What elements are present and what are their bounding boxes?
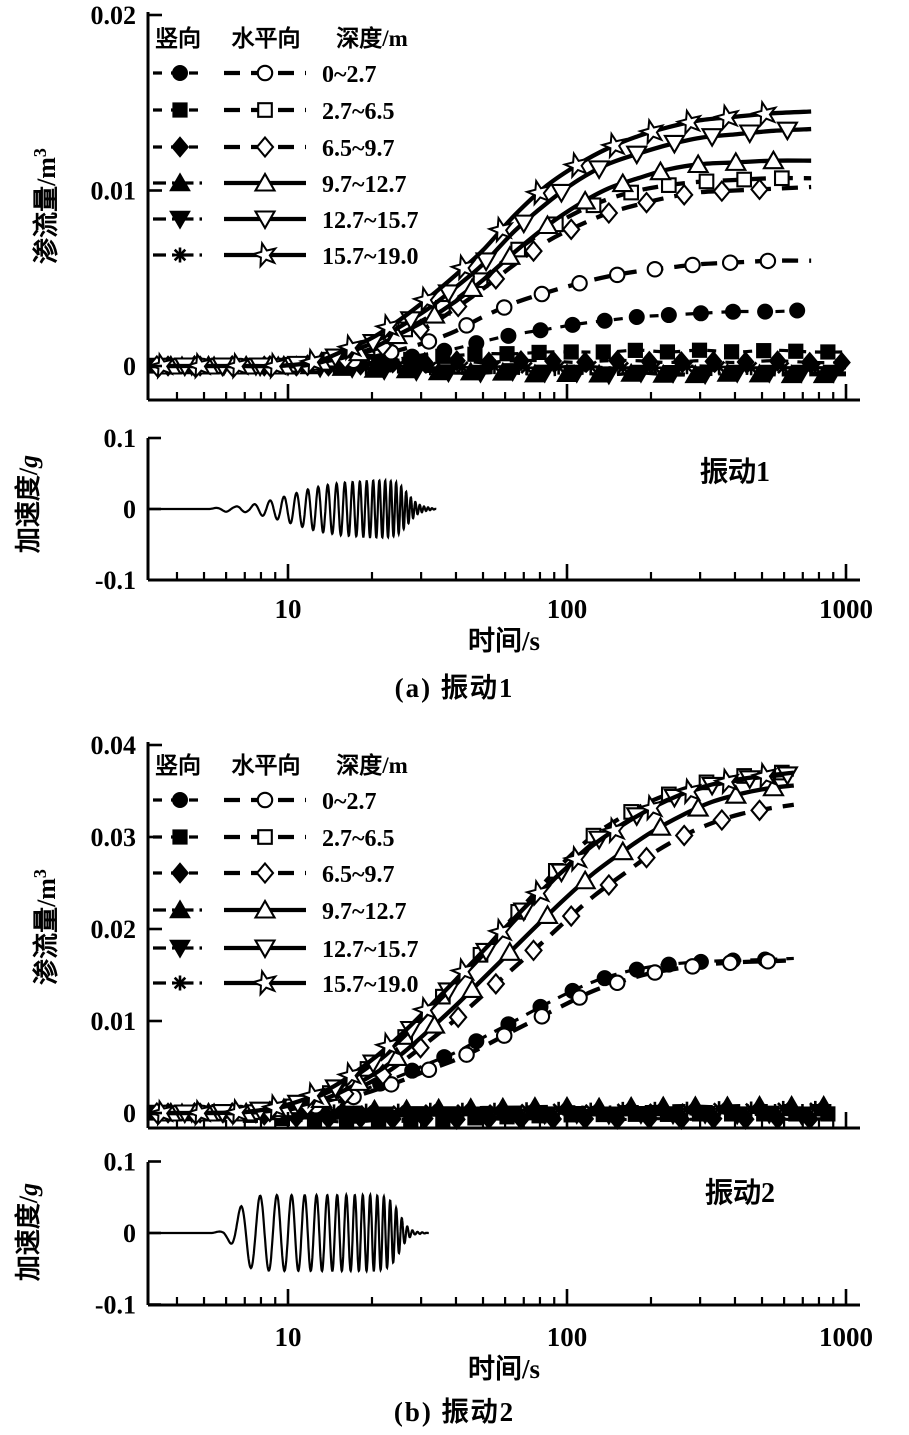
panel-b-series-b-h5	[149, 766, 799, 1125]
panel-b-annotation: 振动2	[705, 1177, 775, 1209]
svg-text:0: 0	[123, 1099, 136, 1128]
svg-text:1000: 1000	[819, 594, 873, 624]
panel-a-axes: 0 0.01 0.02 0.1 0 -0.1 10 100 1000 时间/s 渗流量/m3 加速度/…	[13, 1, 873, 656]
svg-text:加速度/g: 加速度/g	[13, 455, 43, 553]
panel-b-legend-depth-2: 6.5~9.7	[322, 862, 394, 888]
panel-a-legend-depth-3: 9.7~12.7	[322, 172, 406, 198]
svg-text:0.03: 0.03	[91, 823, 137, 852]
panel-b-series-b-h2	[149, 764, 794, 1121]
svg-text:渗流量/m3: 渗流量/m3	[30, 148, 61, 264]
svg-text:0.01: 0.01	[91, 177, 137, 206]
panel-a-legend-depth-4: 12.7~15.7	[322, 208, 418, 234]
panel-a-accel-waveform	[148, 477, 437, 540]
panel-b-legend-depth-5: 15.7~19.0	[322, 972, 418, 998]
panel-a-legend: 竖向 水平向 深度/m 0~2.7 2.7~6.5 6.5~9.7 9.7~12.7 12.7…	[153, 25, 418, 270]
svg-text:渗流量/m3: 渗流量/m3	[30, 869, 61, 985]
svg-text:0.02: 0.02	[91, 1, 137, 30]
panel-b-legend-header-1: 水平向	[232, 752, 301, 778]
panel-b-legend-depth-3: 9.7~12.7	[322, 899, 406, 925]
caption-panel-a: (a) 振动1	[394, 673, 515, 703]
panel-b-legend-depth-4: 12.7~15.7	[322, 937, 418, 963]
panel-a-series-a-h6	[147, 99, 812, 380]
svg-text:10: 10	[275, 594, 302, 624]
caption-panel-b: (b) 振动2	[393, 1397, 516, 1427]
panel-b-legend: 竖向 水平向 深度/m 0~2.7 2.7~6.5 6.5~9.7 9.7~12.7 12.7…	[153, 752, 418, 998]
panel-b-accel-waveform	[148, 1191, 429, 1274]
panel-b-axes: 0 0.01 0.02 0.03 0.04 0.1 0 -0.1 10 100 1000 时间/s 渗流…	[13, 731, 873, 1384]
svg-text:100: 100	[547, 594, 588, 624]
panel-b-legend-header-2: 深度/m	[336, 752, 408, 778]
svg-text:0: 0	[123, 495, 136, 524]
panel-a-legend-depth-1: 2.7~6.5	[322, 99, 394, 125]
panel-a-legend-depth-0: 0~2.7	[322, 62, 376, 88]
panel-b-legend-depth-0: 0~2.7	[322, 789, 376, 815]
svg-text:0.1: 0.1	[104, 1148, 137, 1177]
panel-a-legend-depth-2: 6.5~9.7	[322, 136, 394, 162]
panel-a-legend-header-0: 竖向	[155, 25, 201, 51]
panel-a-legend-depth-5: 15.7~19.0	[322, 244, 418, 270]
panel-b-series-b-h6	[147, 761, 795, 1127]
panel-a-legend-header-1: 水平向	[232, 25, 301, 51]
panel-b-legend-header-0: 竖向	[155, 752, 201, 778]
svg-text:0.01: 0.01	[91, 1007, 137, 1036]
svg-text:-0.1: -0.1	[95, 1291, 136, 1320]
svg-text:1000: 1000	[819, 1322, 873, 1352]
svg-text:加速度/g: 加速度/g	[13, 1183, 43, 1281]
panel-a-legend-header-2: 深度/m	[336, 25, 408, 51]
svg-text:10: 10	[275, 1322, 302, 1352]
svg-text:-0.1: -0.1	[95, 566, 136, 595]
svg-text:时间/s: 时间/s	[468, 1354, 540, 1384]
svg-text:0.1: 0.1	[104, 424, 137, 453]
svg-text:0.04: 0.04	[91, 731, 137, 760]
svg-text:100: 100	[547, 1322, 588, 1352]
svg-text:时间/s: 时间/s	[468, 626, 540, 656]
panel-a-annotation: 振动1	[700, 456, 770, 488]
panel-b-series-b-h4	[149, 776, 795, 1122]
panel-b-legend-depth-1: 2.7~6.5	[322, 826, 394, 852]
svg-text:0: 0	[123, 352, 136, 381]
svg-text:0: 0	[123, 1219, 136, 1248]
svg-text:0.02: 0.02	[91, 915, 137, 944]
